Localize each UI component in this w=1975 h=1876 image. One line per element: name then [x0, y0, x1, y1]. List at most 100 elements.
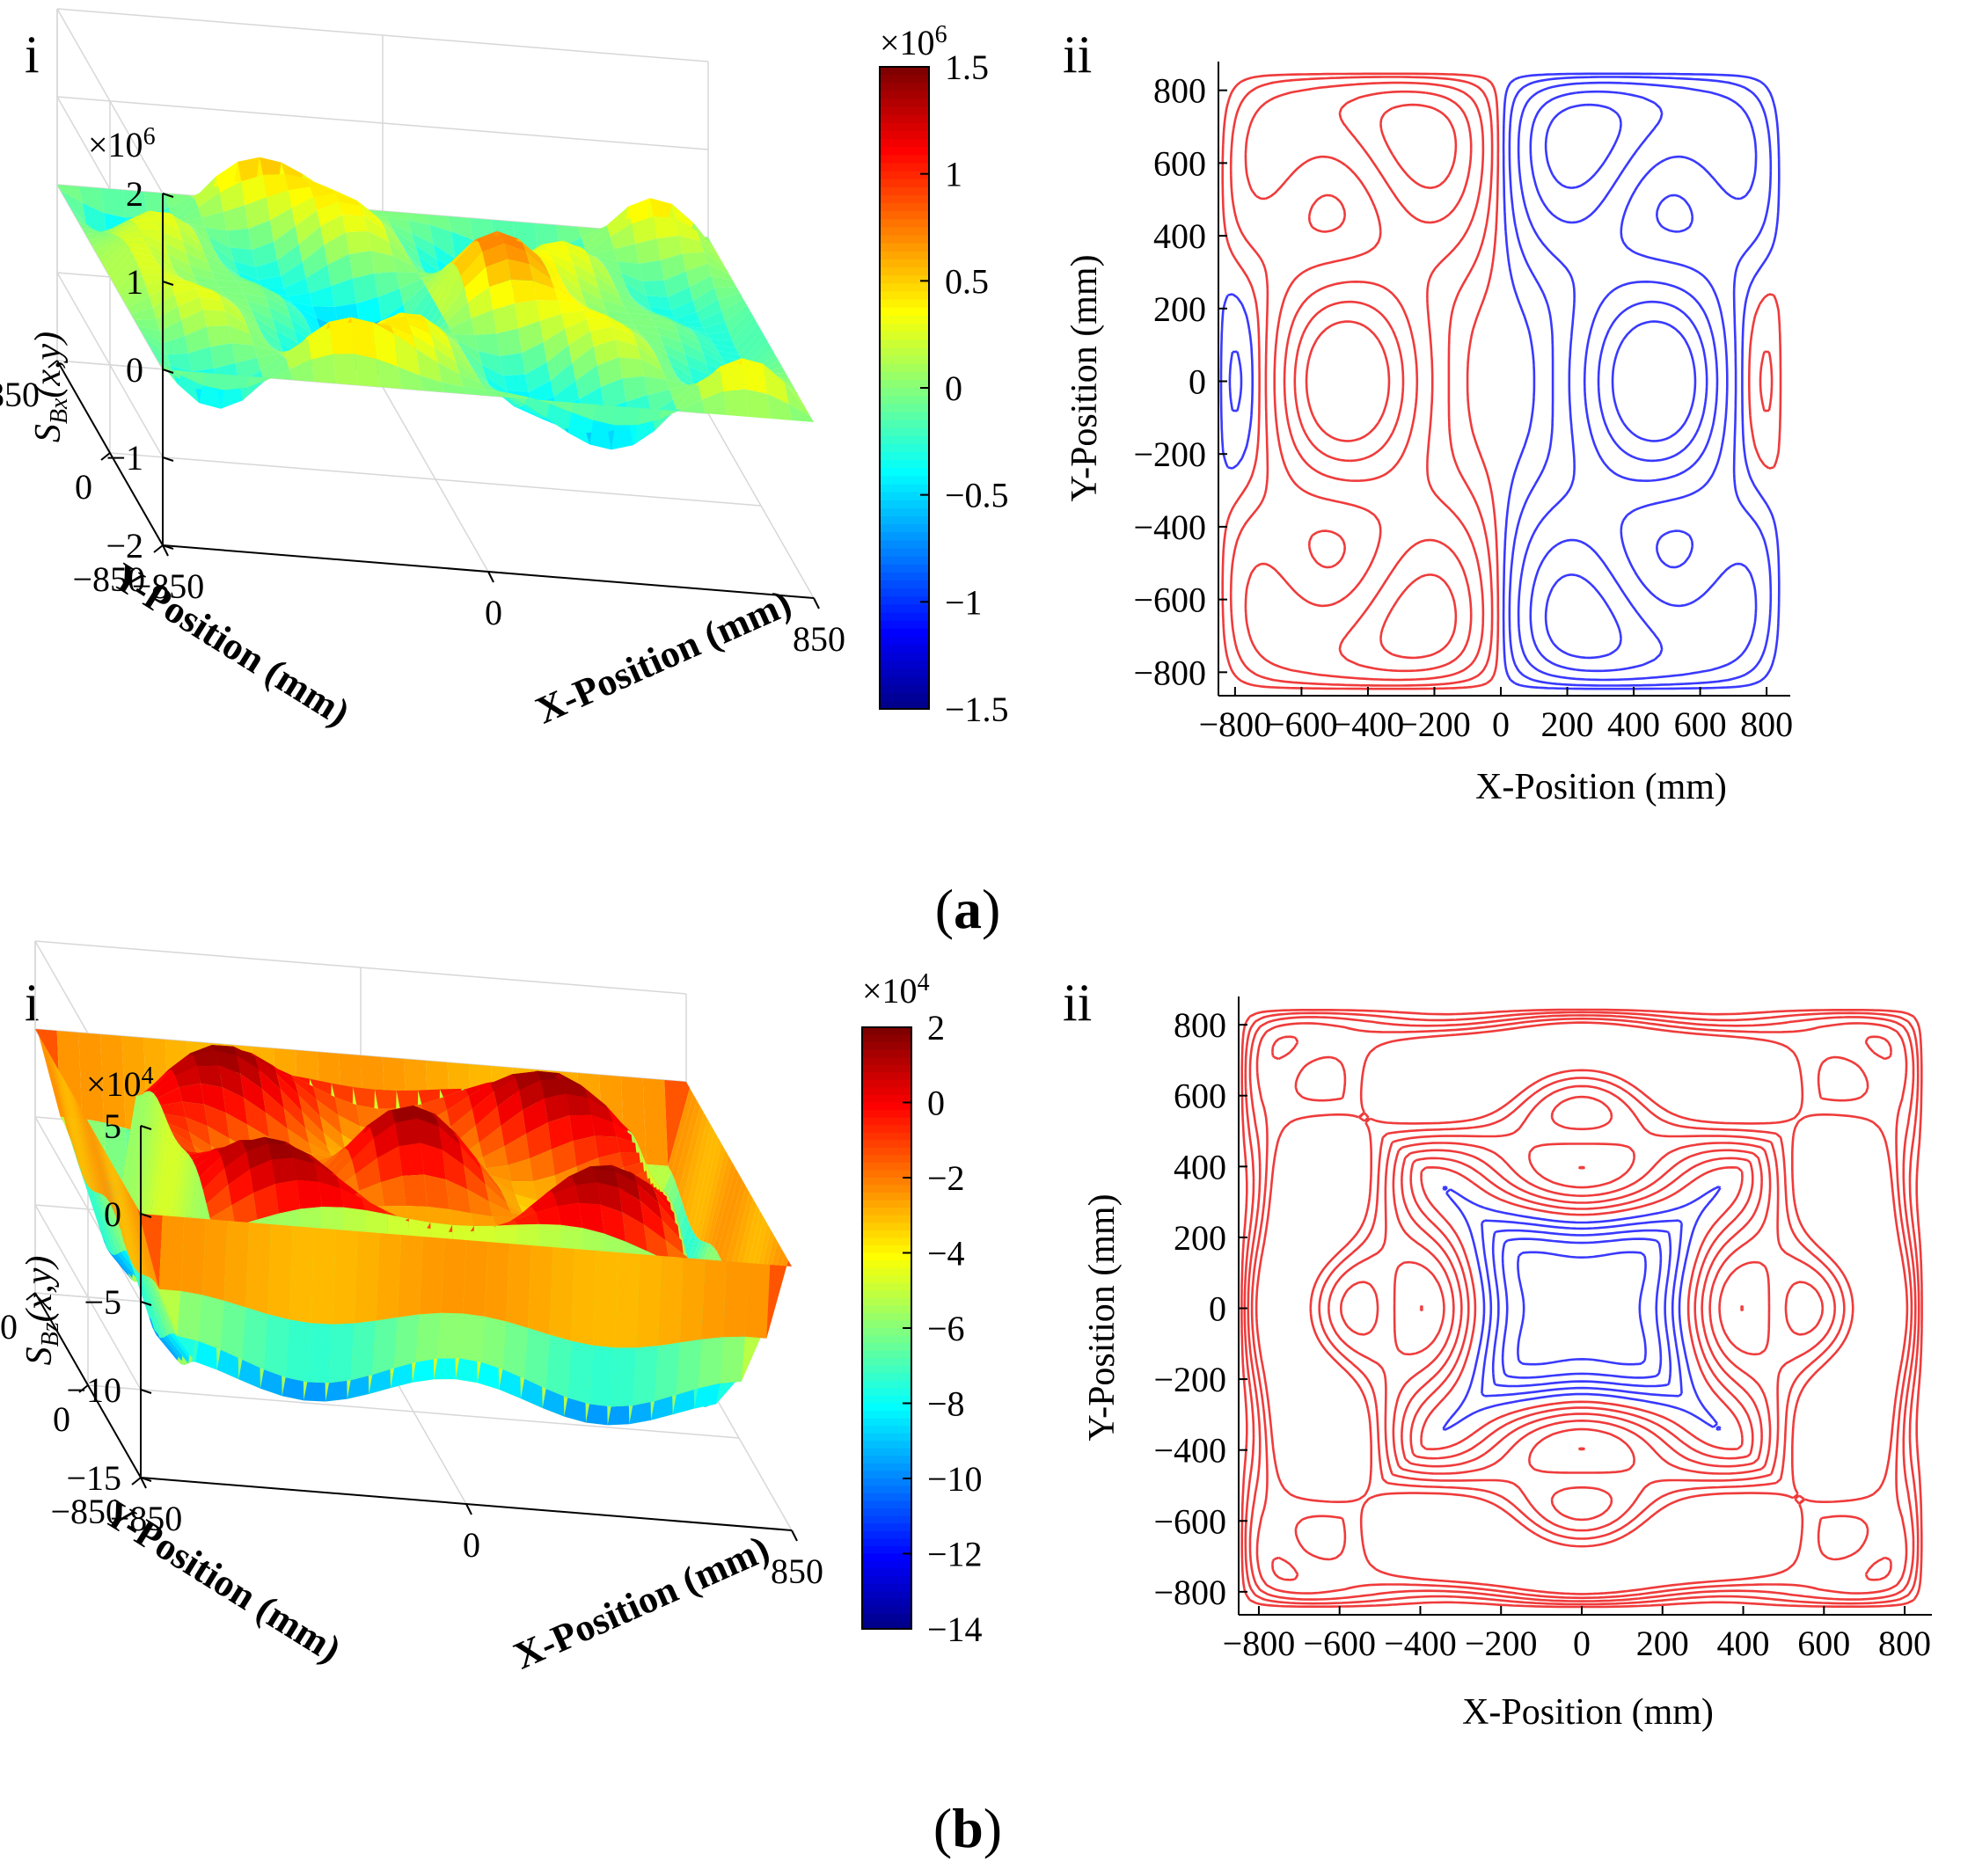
b-i-surface-patch	[566, 1093, 591, 1116]
a-i-surface-patch	[457, 242, 483, 276]
a-i-surface-patch	[190, 225, 216, 252]
b-i-surface-patch	[310, 1078, 335, 1098]
b-i-surface-patch	[399, 1142, 424, 1176]
a-i-surface-patch	[573, 264, 599, 288]
a-i-surface-patch	[362, 320, 388, 332]
a-i-surface-patch	[196, 288, 222, 301]
b-i-surface-patch	[671, 1094, 697, 1181]
b-i-surface-patch	[244, 1098, 269, 1138]
b-i-surface-patch	[550, 1176, 575, 1194]
a-i-surface-patch	[432, 263, 457, 303]
b-i-x-tick	[465, 1503, 472, 1515]
a-i-surface-patch	[416, 348, 442, 383]
a-i-surface-patch	[704, 252, 729, 274]
b-i-surface-patch	[148, 1276, 174, 1334]
colorbar-a-ramp-seg	[880, 186, 929, 196]
b-i-surface-patch	[49, 1054, 75, 1153]
a-i-surface-patch	[367, 230, 393, 256]
a-i-surface-patch	[493, 303, 518, 334]
a-i-surface-patch	[335, 193, 361, 207]
colorbar-a-ramp-seg	[880, 420, 929, 429]
colorbar-a-ramp-seg	[880, 427, 929, 437]
b-i-surface-patch	[311, 1228, 336, 1325]
b-i-surface-patch	[651, 1394, 677, 1420]
b-i-surface-patch	[396, 1090, 422, 1109]
b-i-surface-patch	[166, 1333, 192, 1364]
colorbar-b-ramp-seg	[862, 1606, 911, 1615]
a-i-surface-patch	[99, 238, 125, 265]
a-i-surface-patch	[610, 223, 636, 250]
b-i-surface-patch	[508, 1158, 533, 1182]
a-i-surface-patch	[103, 220, 129, 233]
a-i-surface-patch	[641, 334, 667, 354]
colorbar-b-ramp-seg	[862, 1621, 911, 1630]
a-i-surface-patch	[728, 311, 754, 341]
b-i-surface-patch	[137, 1208, 163, 1289]
b-i-surface-patch	[506, 1244, 531, 1328]
a-i-surface-patch	[369, 322, 395, 334]
b-i-surface-patch	[658, 1203, 684, 1243]
colorbar-b-ramp-seg	[862, 1485, 911, 1495]
a-i-surface-patch	[82, 228, 107, 234]
a-i-surface-patch	[180, 371, 207, 386]
a-i-z-tick	[162, 281, 174, 286]
a-i-surface-patch	[633, 420, 659, 446]
colorbar-b-ramp-seg	[862, 1515, 911, 1525]
a-i-surface-patch	[637, 346, 662, 370]
b-i-surface-patch	[375, 1089, 400, 1109]
a-i-surface-patch	[703, 321, 729, 334]
b-i-surface-patch	[88, 1121, 113, 1210]
b-i-surface-patch	[276, 1074, 303, 1112]
b-i-surface-patch	[706, 1156, 732, 1245]
colorbar-a-ramp-seg	[880, 219, 929, 229]
a-i-surface-patch	[426, 215, 451, 232]
a-i-surface-patch	[701, 391, 728, 415]
b-i-surface-patch	[496, 1184, 523, 1212]
a-i-surface-patch	[648, 314, 675, 325]
a-i-surface-patch	[567, 412, 594, 445]
a-i-surface-patch	[532, 281, 559, 301]
b-i-surface-patch	[214, 1140, 239, 1150]
a-i-surface-patch	[554, 288, 580, 305]
b-i-surface-patch	[305, 1128, 331, 1156]
a-i-surface-patch	[618, 357, 645, 379]
a-i-surface-patch	[478, 351, 504, 376]
a-i-surface-patch	[202, 373, 228, 391]
colorbar-a-ramp-seg	[880, 556, 929, 566]
colorbar-b-ramp-seg	[862, 1057, 911, 1066]
a-i-surface-patch	[590, 326, 616, 347]
colorbar-a-ramp-seg	[880, 67, 929, 77]
a-i-surface-patch	[138, 326, 164, 344]
a-i-surface-patch	[398, 367, 423, 391]
b-ii-contour-positive	[1254, 1021, 1909, 1595]
b-i-surface-patch	[675, 1100, 700, 1191]
a-i-surface-patch	[606, 206, 633, 237]
a-i-surface-patch	[295, 305, 320, 328]
a-i-surface-patch	[139, 230, 165, 244]
b-i-surface-patch	[720, 1336, 745, 1383]
colorbar-b-ramp-seg	[862, 1500, 911, 1510]
colorbar-b-ramp-seg	[862, 1335, 911, 1345]
b-i-surface-patch	[157, 1087, 183, 1106]
a-i-surface-patch	[638, 330, 663, 345]
a-i-surface-patch	[329, 317, 355, 354]
a-i-surface-patch	[666, 353, 692, 378]
a-i-surface-patch	[250, 333, 275, 351]
a-i-z-tick	[162, 544, 174, 550]
colorbar-a-ramp-seg	[880, 476, 929, 485]
colorbar-a-ramp-seg	[880, 259, 929, 269]
a-i-surface-patch	[386, 217, 412, 233]
a-i-surface-patch	[710, 339, 736, 348]
a-i-surface-patch	[696, 335, 721, 357]
a-i-surface-patch	[460, 252, 486, 288]
colorbar-a-ramp-seg	[880, 83, 929, 92]
a-i-surface-patch	[452, 350, 478, 377]
colorbar-b-ramp-seg	[862, 1155, 911, 1164]
a-i-surface-patch	[117, 230, 143, 239]
b-ii-x-tick-label: −200	[1465, 1624, 1538, 1663]
a-i-surface-patch	[128, 210, 154, 222]
a-i-surface-patch	[420, 375, 445, 392]
colorbar-a-ramp-seg	[880, 379, 929, 389]
colorbar-b-ramp-seg	[862, 1411, 911, 1420]
colorbar-a-ramp-seg	[880, 604, 929, 614]
